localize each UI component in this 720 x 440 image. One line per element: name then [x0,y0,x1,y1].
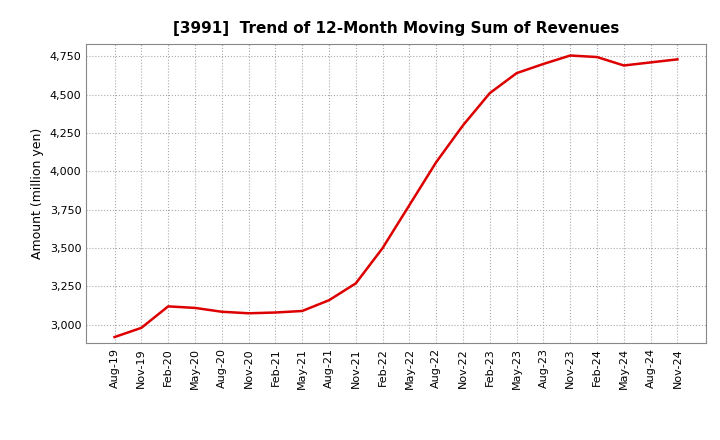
Y-axis label: Amount (million yen): Amount (million yen) [31,128,44,259]
Title: [3991]  Trend of 12-Month Moving Sum of Revenues: [3991] Trend of 12-Month Moving Sum of R… [173,21,619,36]
